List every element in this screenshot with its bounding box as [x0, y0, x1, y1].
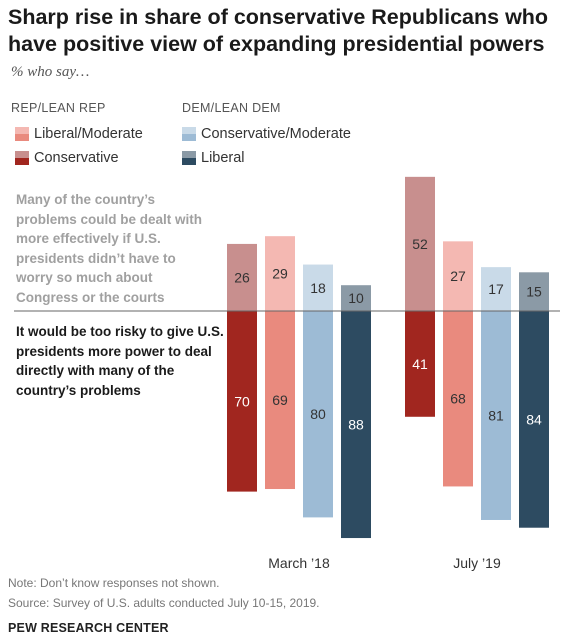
- bar-top-conservative-moderate-1: [481, 267, 511, 311]
- bar-bottom-conservative-0: [227, 311, 257, 492]
- data-label-top-conservative-moderate-0: 18: [310, 280, 326, 296]
- legend-label-conservative: Conservative: [34, 150, 119, 166]
- data-label-bottom-liberal-moderate-0: 69: [272, 392, 288, 408]
- data-label-top-liberal-moderate-1: 27: [450, 268, 466, 284]
- note-text: Note: Don’t know responses not shown.: [8, 576, 220, 590]
- data-label-top-liberal-1: 15: [526, 284, 542, 300]
- data-label-top-conservative-moderate-1: 17: [488, 281, 504, 297]
- legend-swatch-conservative-moderate: [182, 127, 196, 141]
- legend-item-liberal-moderate: Liberal/Moderate: [15, 126, 143, 142]
- bar-bottom-conservative-1: [405, 311, 435, 417]
- bar-top-liberal-moderate-1: [443, 241, 473, 311]
- legend-swatch-liberal: [182, 151, 196, 165]
- chart-title: Sharp rise in share of conservative Repu…: [8, 5, 549, 56]
- bar-bottom-conservative-moderate-1: [481, 311, 511, 520]
- bar-top-liberal-1: [519, 272, 549, 311]
- question-top-text: Many of the country’s problems could be …: [16, 192, 203, 305]
- category-label-1: July ’19: [453, 555, 501, 571]
- data-label-top-liberal-moderate-0: 29: [272, 266, 288, 282]
- bar-bottom-liberal-moderate-0: [265, 311, 295, 490]
- category-label-0: March ’18: [268, 555, 330, 571]
- question-bottom-text: It would be too risky to give U.S. presi…: [16, 324, 224, 398]
- bar-top-conservative-1: [405, 176, 435, 311]
- bar-bottom-conservative-moderate-0: [303, 311, 333, 518]
- data-label-top-conservative-1: 52: [412, 236, 428, 252]
- data-label-bottom-liberal-moderate-1: 68: [450, 391, 466, 407]
- data-label-top-liberal-0: 10: [348, 290, 364, 306]
- source-text: Source: Survey of U.S. adults conducted …: [8, 596, 320, 610]
- bar-top-liberal-0: [341, 285, 371, 311]
- legend-item-conservative: Conservative: [15, 150, 119, 166]
- bar-bottom-liberal-1: [519, 311, 549, 528]
- chart-subtitle: % who say…: [11, 64, 90, 80]
- bar-top-conservative-moderate-0: [303, 264, 333, 311]
- legend-header-rep: REP/LEAN REP: [11, 101, 106, 115]
- legend-label-liberal: Liberal: [201, 150, 245, 166]
- legend-swatch-conservative: [15, 151, 29, 165]
- legend-swatch-liberal-moderate: [15, 127, 29, 141]
- data-label-bottom-conservative-1: 41: [412, 356, 428, 372]
- pew-brand: PEW RESEARCH CENTER: [8, 621, 169, 635]
- bar-top-liberal-moderate-0: [265, 236, 295, 311]
- data-label-top-conservative-0: 26: [234, 269, 250, 285]
- data-label-bottom-conservative-0: 70: [234, 393, 250, 409]
- legend-header-dem: DEM/LEAN DEM: [182, 101, 281, 115]
- legend-label-conservative-moderate: Conservative/Moderate: [201, 126, 351, 142]
- legend-label-liberal-moderate: Liberal/Moderate: [34, 126, 143, 142]
- legend-item-liberal: Liberal: [182, 150, 245, 166]
- data-label-bottom-liberal-1: 84: [526, 411, 542, 427]
- bar-bottom-liberal-0: [341, 311, 371, 539]
- bar-top-conservative-0: [227, 243, 257, 311]
- bar-bottom-liberal-moderate-1: [443, 311, 473, 487]
- data-label-bottom-conservative-moderate-1: 81: [488, 407, 504, 423]
- legend-item-conservative-moderate: Conservative/Moderate: [182, 126, 351, 142]
- data-label-bottom-liberal-0: 88: [348, 417, 364, 433]
- data-label-bottom-conservative-moderate-0: 80: [310, 406, 326, 422]
